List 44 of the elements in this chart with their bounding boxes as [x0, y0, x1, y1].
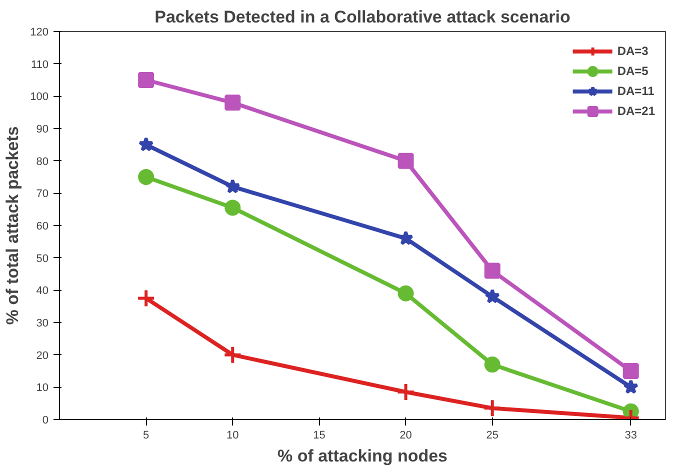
- point: [484, 356, 500, 373]
- point: [398, 230, 414, 246]
- point: [136, 288, 156, 308]
- y-tick-label: 40: [36, 285, 49, 298]
- legend-label: DA=11: [617, 84, 654, 98]
- y-tick-label: 10: [36, 382, 49, 394]
- point: [622, 363, 639, 379]
- point: [224, 94, 241, 111]
- legend-label: DA=21: [617, 104, 655, 118]
- x-tick-label: 25: [486, 430, 498, 442]
- y-tick-label: 60: [36, 220, 49, 232]
- point: [138, 72, 154, 88]
- y-axis-title: % of total attack packets: [3, 126, 22, 325]
- x-axis-title: % of attacking nodes: [277, 446, 448, 466]
- point: [623, 379, 639, 394]
- point: [224, 200, 241, 216]
- legend-label: DA=3: [617, 44, 648, 58]
- x-tick-label: 20: [400, 430, 412, 442]
- y-tick-label: 100: [30, 91, 49, 104]
- point: [484, 262, 500, 279]
- point: [484, 288, 500, 304]
- y-tick-label: 90: [36, 124, 49, 136]
- legend-label: DA=5: [617, 64, 648, 78]
- point: [223, 345, 242, 364]
- y-tick-label: 110: [30, 58, 49, 71]
- point: [398, 285, 414, 302]
- y-tick-label: 50: [36, 252, 49, 265]
- x-tick-label: 5: [143, 430, 150, 442]
- x-tick-label: 15: [313, 430, 326, 442]
- y-tick-label: 120: [30, 26, 49, 38]
- chart-title: Packets Detected in a Collaborative attack scenario: [154, 8, 570, 26]
- x-tick-label: 10: [226, 430, 239, 442]
- y-tick-label: 20: [36, 350, 49, 362]
- point: [224, 178, 240, 194]
- point: [138, 169, 154, 185]
- point: [398, 152, 414, 169]
- y-tick-label: 30: [36, 318, 49, 330]
- y-tick-label: 70: [36, 188, 49, 200]
- y-tick-label: 80: [36, 156, 49, 168]
- point: [138, 136, 154, 152]
- x-tick-label: 33: [624, 430, 638, 442]
- point: [482, 398, 502, 418]
- y-tick-label: 0: [42, 414, 49, 426]
- point: [396, 382, 416, 402]
